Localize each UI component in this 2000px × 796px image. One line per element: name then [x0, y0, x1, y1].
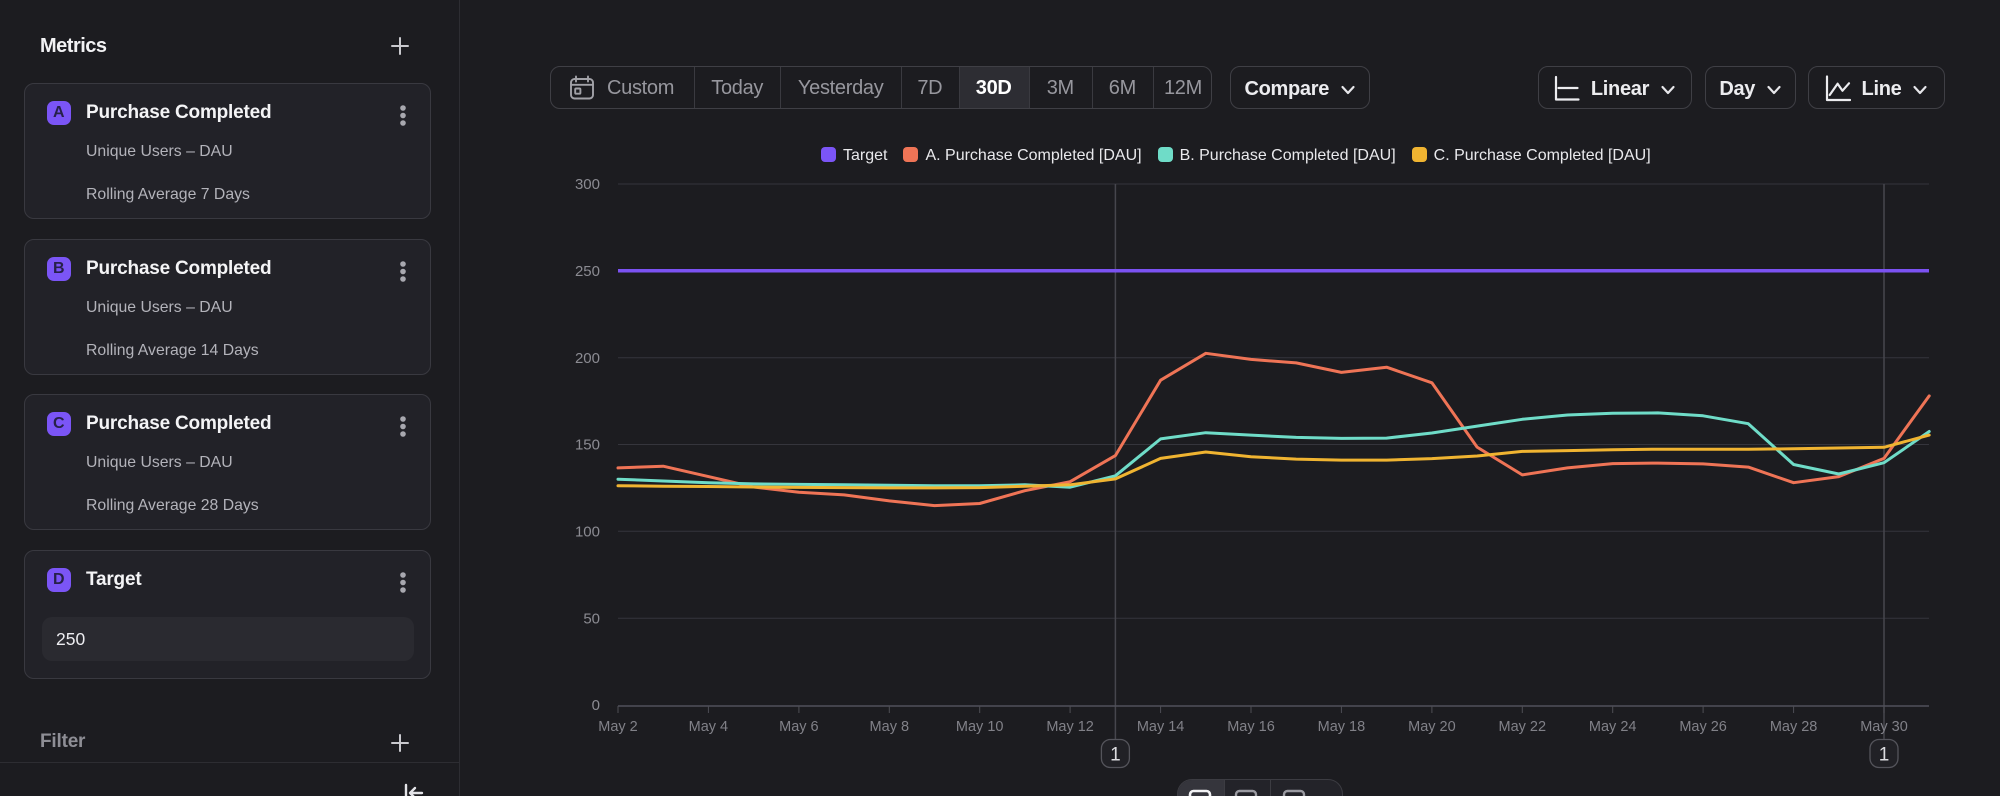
svg-text:May 22: May 22 [1499, 719, 1547, 735]
svg-text:May 24: May 24 [1589, 719, 1637, 735]
svg-text:May 18: May 18 [1318, 719, 1366, 735]
svg-text:50: 50 [583, 610, 600, 627]
svg-text:May 14: May 14 [1137, 719, 1185, 735]
svg-text:May 28: May 28 [1770, 719, 1818, 735]
svg-text:250: 250 [575, 263, 600, 280]
svg-text:May 10: May 10 [956, 719, 1004, 735]
svg-text:300: 300 [575, 176, 600, 193]
svg-text:May 30: May 30 [1860, 719, 1908, 735]
svg-text:200: 200 [575, 350, 600, 367]
svg-text:May 2: May 2 [598, 719, 638, 735]
svg-text:0: 0 [592, 697, 600, 714]
svg-text:May 16: May 16 [1227, 719, 1275, 735]
svg-text:1: 1 [1879, 744, 1890, 765]
svg-text:150: 150 [575, 437, 600, 454]
svg-text:May 20: May 20 [1408, 719, 1456, 735]
svg-text:May 6: May 6 [779, 719, 819, 735]
svg-text:100: 100 [575, 524, 600, 541]
svg-text:May 12: May 12 [1046, 719, 1094, 735]
svg-text:May 26: May 26 [1679, 719, 1727, 735]
svg-text:1: 1 [1110, 744, 1121, 765]
svg-text:May 8: May 8 [870, 719, 910, 735]
svg-text:May 4: May 4 [689, 719, 729, 735]
